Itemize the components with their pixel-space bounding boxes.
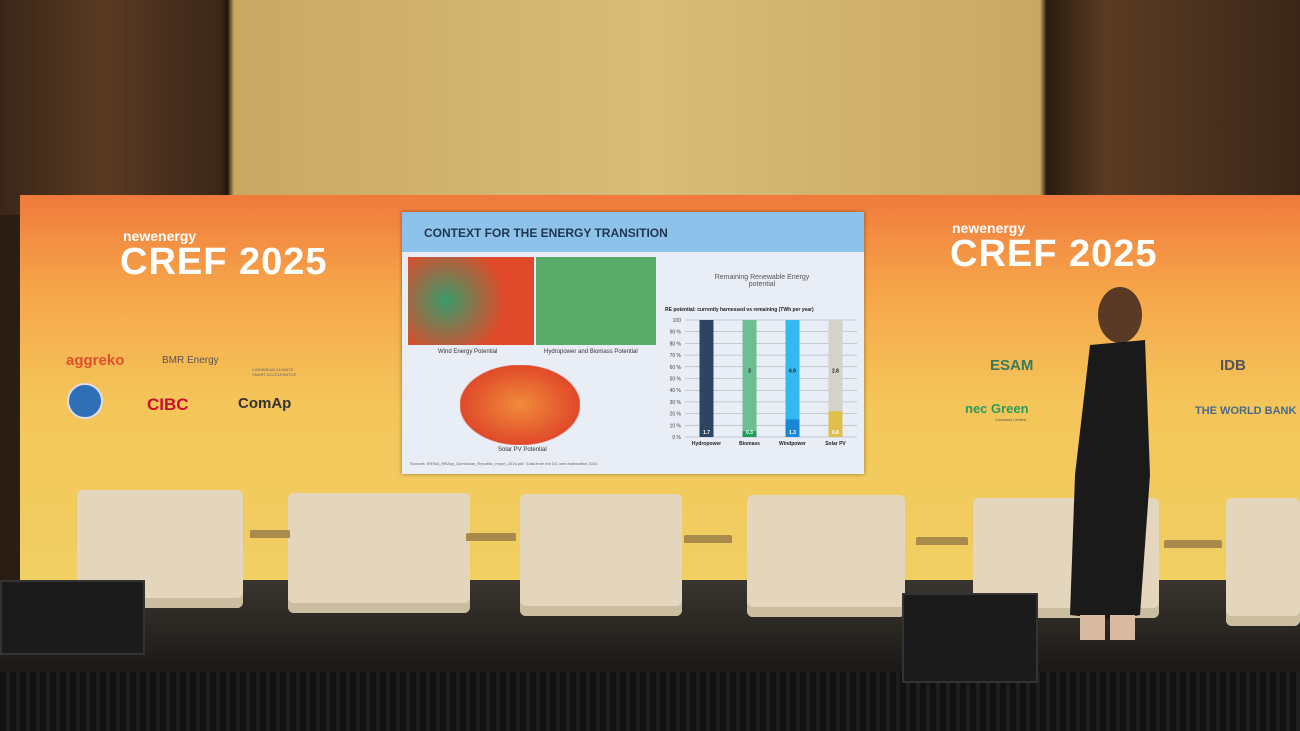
y-tick-label: 80 % [670, 341, 682, 347]
x-tick-label: Biomass [739, 441, 760, 447]
x-tick-label: Hydropower [692, 441, 721, 447]
y-tick-label: 50 % [670, 377, 682, 383]
y-tick-label: 10 % [670, 423, 682, 429]
map-caption: Wind Energy Potential [438, 349, 498, 355]
y-tick-label: 100 [673, 318, 682, 324]
hydro-biomass-map [536, 257, 656, 345]
y-tick-label: 70 % [670, 353, 682, 359]
logo-cibc: CIBC [147, 395, 189, 414]
wind-map [408, 257, 534, 345]
logo-world-bank: THE WORLD BANK [1195, 405, 1297, 417]
map-caption: Hydropower and Biomass Potential [544, 349, 638, 355]
armchair [747, 495, 905, 617]
side-table [250, 530, 290, 610]
y-tick-label: 40 % [670, 388, 682, 394]
chart-subtitle: RE potential: currently harnessed vs rem… [665, 307, 814, 313]
logo-seal [67, 383, 103, 419]
slide-title: CONTEXT FOR THE ENERGY TRANSITION [424, 226, 668, 240]
logo-bmr: BMR Energy [162, 355, 219, 366]
data-label-harnessed: 0.8 [832, 430, 839, 436]
data-label-harnessed: 1.3 [789, 430, 796, 436]
bar-harnessed [785, 419, 800, 437]
map-caption: Solar PV Potential [498, 447, 547, 453]
bar-harnessed [742, 431, 757, 437]
data-label-harnessed: 1.7 [703, 430, 710, 436]
slide-header: CONTEXT FOR THE ENERGY TRANSITION [402, 212, 864, 252]
brand-right: newenergy [952, 220, 1026, 236]
slide-sources: Sources: IRENA_RRAsp_Dominican_Republic_… [410, 461, 598, 466]
bar-harnessed [699, 320, 714, 437]
y-tick-label: 0 % [672, 435, 681, 441]
bar-remaining [785, 320, 800, 437]
data-label-remaining: 2.8 [832, 369, 839, 375]
brand-left: newenergy [123, 228, 197, 244]
event-title-right: CREF 2025 [950, 233, 1158, 275]
logo-idb: IDB [1220, 357, 1246, 374]
background-wall [0, 0, 1300, 215]
x-tick-label: Solar PV [825, 441, 846, 447]
y-tick-label: 20 % [670, 412, 682, 418]
presentation-slide: CONTEXT FOR THE ENERGY TRANSITION Wind E… [402, 212, 864, 474]
bar-remaining [828, 320, 843, 437]
data-label-remaining: 6.9 [789, 369, 796, 375]
x-tick-label: Windpower [779, 441, 806, 447]
chart-title: Remaining Renewable Energy potential [714, 274, 810, 288]
event-title-left: CREF 2025 [120, 241, 328, 283]
armchair [520, 494, 682, 616]
y-tick-label: 60 % [670, 365, 682, 371]
bar-harnessed [828, 411, 843, 437]
side-table [1164, 540, 1222, 625]
armchair [288, 493, 470, 613]
logo-nec-green: nec Green [965, 401, 1029, 416]
side-table [466, 533, 516, 613]
logo-comap: ComAp [238, 395, 292, 412]
y-tick-label: 30 % [670, 400, 682, 406]
solar-map [460, 365, 580, 445]
logo-aggreko: aggreko [66, 352, 125, 369]
stage-skirt [0, 672, 1300, 731]
logo-ccsa: CARIBBEAN CLIMATE-SMART ACCELERATOR [252, 367, 297, 377]
chart-svg: 0 % 10 % 20 % 30 % 40 % 50 % 60 % 70 % 80 % 90 % 1… [670, 318, 857, 447]
data-label-remaining: 3 [748, 369, 751, 375]
data-label-harnessed: 0.3 [746, 430, 753, 436]
side-table [684, 535, 732, 615]
speaker-person [1070, 287, 1150, 640]
armchair [1226, 498, 1300, 626]
logo-esam: ESAM [990, 357, 1034, 374]
stage-monitor-speaker [902, 593, 1038, 683]
bar-remaining [742, 320, 757, 437]
logo-nec-sub: Company Limited [995, 417, 1027, 422]
stage-monitor-speaker [0, 580, 145, 655]
y-tick-label: 90 % [670, 330, 682, 336]
